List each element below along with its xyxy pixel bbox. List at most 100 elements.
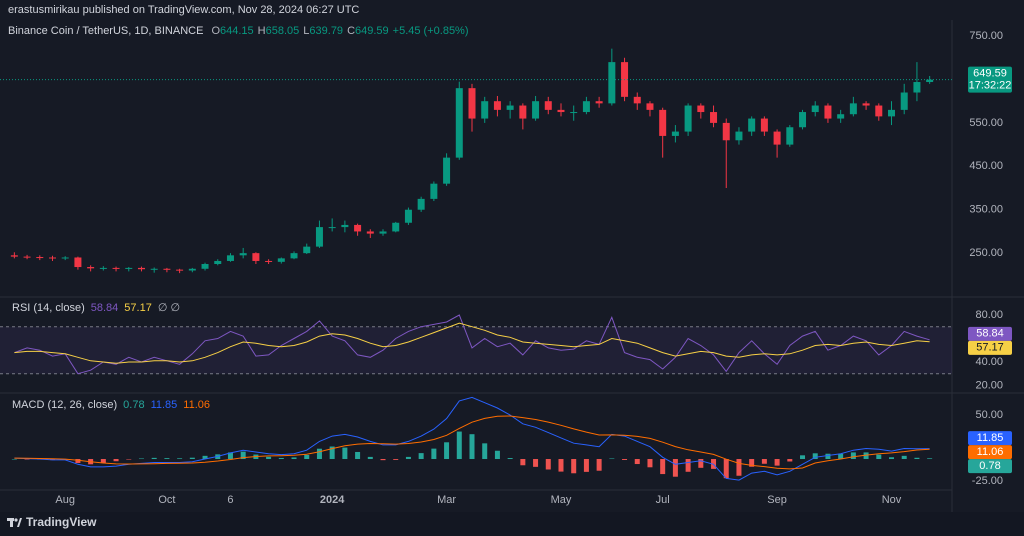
histogram-bar — [647, 459, 653, 468]
y-tick-label: 350.00 — [969, 204, 1003, 216]
footer-bar — [0, 512, 1024, 536]
y-tick-label: 550.00 — [969, 117, 1003, 129]
histogram-bar — [278, 457, 284, 460]
ohlc-label: H — [258, 25, 266, 37]
candle-body — [417, 198, 425, 210]
histogram-bar — [380, 459, 386, 461]
candle-body — [315, 227, 323, 247]
candle-body — [74, 257, 82, 268]
value-tag-label: 0.78 — [979, 460, 1000, 472]
value-tag-label: 11.85 — [977, 432, 1004, 444]
price-tag — [968, 66, 1012, 93]
x-tick-label: Aug — [55, 494, 75, 506]
histogram-bar — [634, 459, 640, 465]
candle-body — [544, 101, 552, 110]
candle-body — [786, 127, 794, 145]
candle-body — [773, 131, 781, 145]
histogram-bar — [456, 431, 462, 460]
histogram-bar — [469, 434, 475, 460]
histogram-bar — [291, 457, 297, 460]
price-tag-label: 649.59 — [973, 68, 1007, 80]
candle-body — [23, 256, 31, 258]
symbol-title: Binance Coin / TetherUS, 1D, BINANCE — [8, 25, 203, 37]
histogram-bar — [507, 458, 513, 460]
histogram-bar — [151, 457, 157, 460]
histogram-bar — [545, 459, 551, 470]
histogram-bar — [138, 458, 144, 460]
candle-body — [862, 103, 870, 106]
candle-body — [646, 103, 654, 110]
histogram-bar — [685, 459, 691, 472]
histogram-bar — [113, 459, 119, 462]
histogram-bar — [787, 459, 793, 462]
x-tick-label: 6 — [227, 494, 233, 506]
histogram-bar — [189, 457, 195, 460]
rsi-band — [0, 326, 952, 374]
histogram-bar — [202, 455, 208, 460]
candle-body — [481, 101, 489, 119]
histogram-bar — [11, 459, 17, 460]
indicator-status: ∅ ∅ — [158, 302, 180, 314]
candle-body — [710, 112, 718, 123]
histogram-bar — [177, 458, 183, 460]
histogram-bar — [444, 442, 450, 460]
histogram-bar — [367, 456, 373, 460]
histogram-bar — [227, 452, 233, 460]
candle-body — [239, 253, 247, 256]
candle-body — [341, 224, 349, 228]
candle-body — [926, 79, 934, 83]
ohlc-label: L — [303, 25, 309, 37]
candle-body — [493, 101, 501, 110]
candle-body — [748, 118, 756, 132]
histogram-bar — [482, 443, 488, 460]
histogram-bar — [431, 448, 437, 460]
countdown: 17:32:22 — [969, 80, 1012, 92]
histogram-bar — [164, 458, 170, 460]
ohlc-label: C — [347, 25, 355, 37]
candle-body — [532, 101, 540, 119]
candle-body — [188, 268, 196, 271]
histogram-bar — [596, 459, 602, 471]
candle-body — [570, 112, 578, 114]
y-tick-label: 50.00 — [975, 409, 1003, 421]
y-tick-label: 20.00 — [975, 379, 1003, 391]
candle-body — [277, 258, 285, 262]
candle-body — [671, 131, 679, 136]
candle-body — [799, 112, 807, 128]
value-tag — [968, 326, 1012, 341]
candle-body — [837, 114, 845, 119]
histogram-bar — [838, 453, 844, 460]
candle-body — [608, 62, 616, 104]
x-tick-label: Nov — [882, 494, 902, 506]
histogram-bar — [266, 456, 272, 460]
histogram-bar — [761, 459, 767, 464]
candle-body — [328, 227, 336, 229]
candle-body — [468, 88, 476, 119]
candle-body — [61, 257, 69, 259]
indicator-value: 58.84 — [91, 302, 119, 314]
candle-body — [633, 96, 641, 104]
candle-body — [36, 257, 44, 259]
candle-body — [226, 255, 234, 261]
indicator-title: RSI (14, close) — [12, 302, 85, 314]
indicator-title: MACD (12, 26, close) — [12, 399, 117, 411]
histogram-bar — [672, 459, 678, 477]
value-tag — [968, 340, 1012, 355]
histogram-bar — [914, 457, 920, 460]
value-tag-label: 57.17 — [976, 342, 1004, 354]
candle-body — [430, 183, 438, 199]
candle-body — [366, 231, 374, 234]
histogram-bar — [863, 452, 869, 460]
histogram-bar — [889, 457, 895, 460]
ohlc-value: 649.59 — [355, 25, 389, 37]
y-tick-label: 80.00 — [975, 309, 1003, 321]
histogram-bar — [494, 450, 500, 460]
candle-body — [150, 268, 158, 270]
histogram-bar — [75, 459, 81, 463]
y-tick-label: 250.00 — [969, 247, 1003, 259]
indicator-value: 11.06 — [183, 399, 210, 411]
histogram-bar — [660, 459, 666, 475]
indicator-value: 0.78 — [123, 399, 144, 411]
candle-body — [214, 260, 222, 265]
